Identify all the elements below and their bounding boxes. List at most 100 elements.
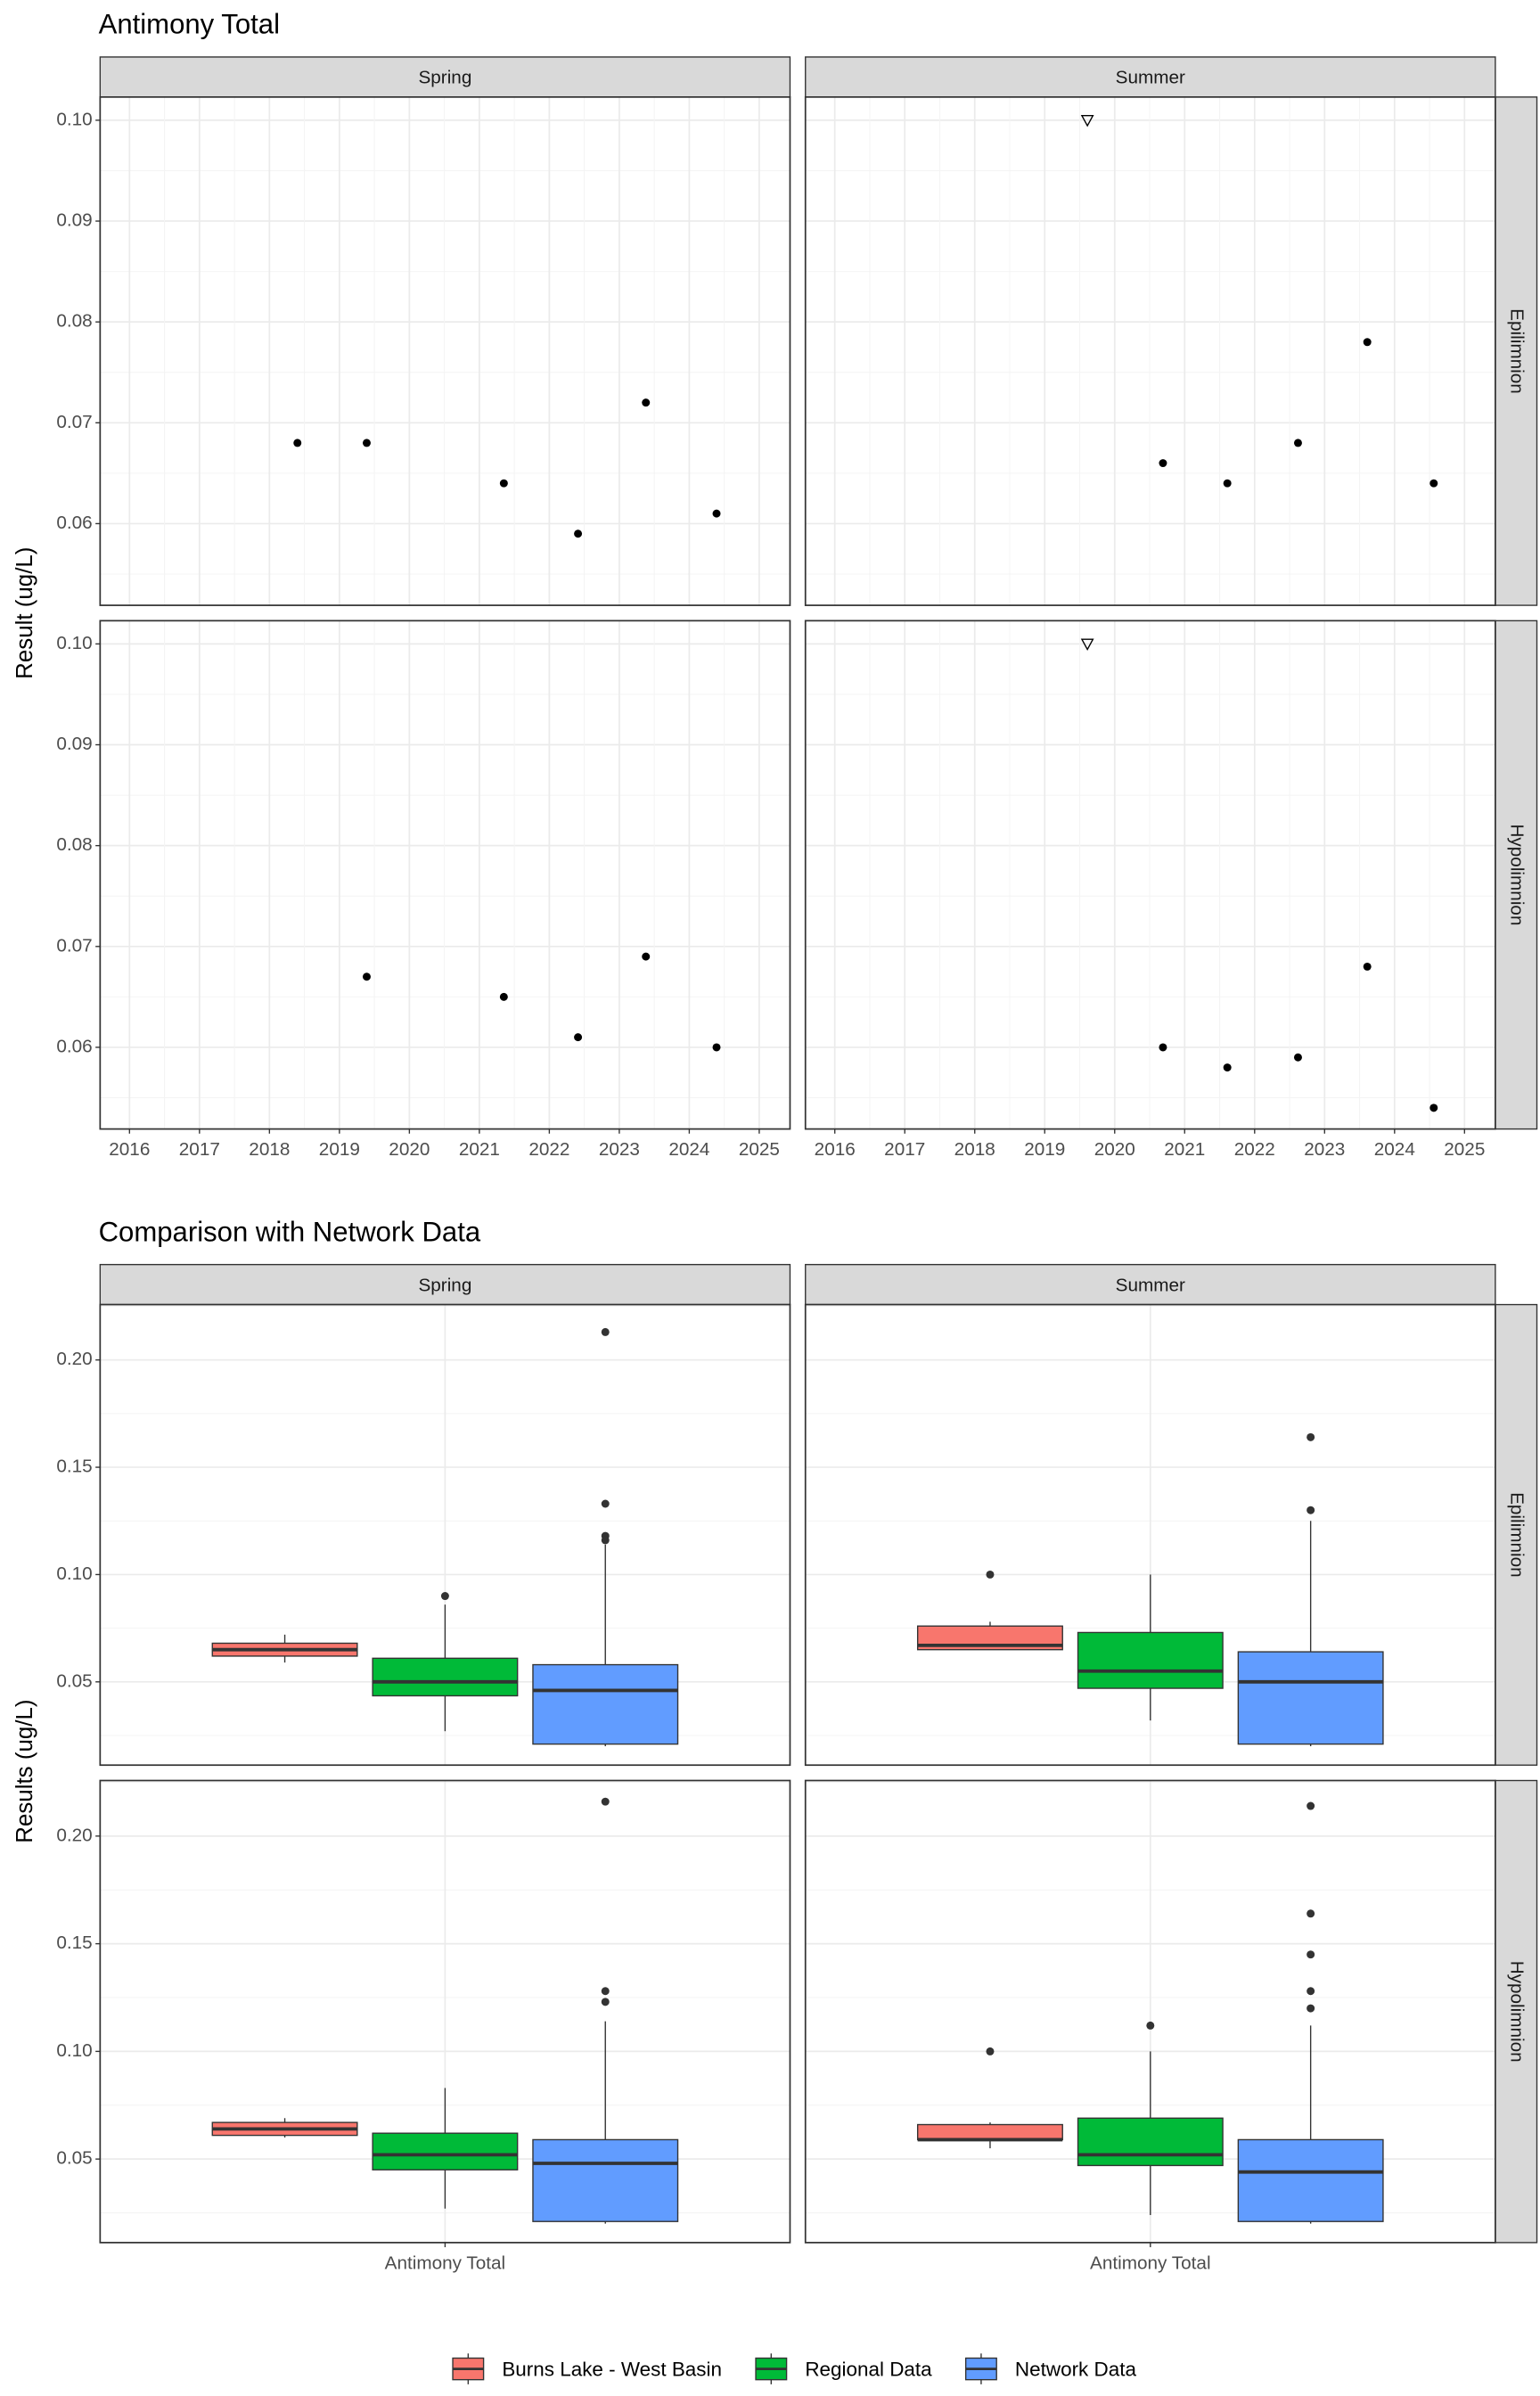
nondetect-point	[1080, 115, 1094, 127]
x-tick-label: 2025	[739, 1139, 780, 1160]
legend-label: Regional Data	[805, 2358, 932, 2380]
point	[1223, 1063, 1232, 1072]
outlier	[601, 1499, 610, 1508]
box	[372, 2132, 519, 2170]
x-tick-label: 2017	[179, 1139, 220, 1160]
x-tick-label: 2019	[1024, 1139, 1065, 1160]
strip	[99, 56, 791, 98]
y-tick-label: 0.15	[56, 1932, 92, 1953]
outlier	[1146, 2021, 1155, 2030]
y-tick-label: 0.10	[56, 633, 92, 653]
x-tick-label: 2022	[1234, 1139, 1275, 1160]
x-tick-label: 2017	[884, 1139, 925, 1160]
x-tick-label: 2023	[1304, 1139, 1345, 1160]
outlier	[986, 2047, 995, 2055]
legend-label: Network Data	[1015, 2358, 1137, 2380]
panel-border	[99, 95, 791, 606]
panel-background	[805, 96, 1495, 606]
box	[1077, 2117, 1224, 2167]
nondetect-point	[1080, 638, 1094, 652]
x-tick-label: 2021	[459, 1139, 500, 1160]
y-tick-label: 0.09	[56, 209, 92, 230]
point	[1363, 962, 1372, 971]
strip-label: Epilimnion	[1507, 308, 1528, 394]
strip-label: Hypolimnion	[1507, 1961, 1528, 2063]
x-tick-label: Antimony Total	[1090, 2253, 1211, 2274]
outlier	[986, 1570, 995, 1579]
y-tick-label: 0.15	[56, 1456, 92, 1477]
x-tick-label: 2020	[1094, 1139, 1135, 1160]
outlier	[601, 1327, 610, 1336]
strip-label: Spring	[418, 68, 471, 88]
y-tick-label: 0.10	[56, 2040, 92, 2061]
point	[1293, 1053, 1302, 1062]
x-tick-label: 2024	[668, 1139, 709, 1160]
x-tick-label: 2016	[109, 1139, 150, 1160]
outlier	[1307, 1987, 1315, 1996]
box	[916, 2123, 1063, 2141]
x-tick-label: 2023	[599, 1139, 640, 1160]
x-tick-label: 2025	[1444, 1139, 1485, 1160]
outlier	[1307, 1801, 1315, 1810]
point	[1223, 479, 1232, 488]
strip	[805, 56, 1496, 98]
chart-title: Comparison with Network Data	[99, 1216, 481, 1247]
outlier	[1307, 1506, 1315, 1514]
outlier	[601, 1536, 610, 1545]
y-tick-label: 0.20	[56, 1349, 92, 1369]
strip-label: Hypolimnion	[1507, 824, 1528, 925]
panel-background	[100, 96, 790, 606]
point	[499, 479, 508, 488]
box	[1237, 2138, 1384, 2222]
box	[532, 1663, 679, 1745]
x-tick-label: 2019	[319, 1139, 360, 1160]
strip-label: Epilimnion	[1507, 1492, 1528, 1578]
outlier	[1307, 1950, 1315, 1959]
y-axis-title: Result (ug/L)	[12, 547, 37, 679]
point	[1429, 479, 1438, 488]
outlier	[601, 1998, 610, 2006]
x-tick-label: 2018	[249, 1139, 290, 1160]
x-tick-label: 2016	[815, 1139, 856, 1160]
point	[712, 509, 721, 518]
panel-border	[99, 1779, 791, 2244]
point	[1429, 1104, 1438, 1112]
outlier	[1307, 1432, 1315, 1441]
point	[1363, 338, 1372, 347]
y-tick-label: 0.20	[56, 1825, 92, 1845]
y-tick-label: 0.10	[56, 1563, 92, 1584]
point	[574, 529, 583, 538]
outlier	[1307, 2004, 1315, 2013]
y-tick-label: 0.05	[56, 2148, 92, 2169]
y-tick-label: 0.07	[56, 412, 92, 432]
point	[499, 992, 508, 1001]
box	[1077, 1631, 1224, 1689]
outlier	[601, 1987, 610, 1996]
panel-border	[804, 1303, 1496, 1767]
y-tick-label: 0.10	[56, 109, 92, 129]
panel-border	[804, 1779, 1496, 2244]
point	[362, 972, 371, 981]
strip	[1495, 96, 1538, 606]
strip-label: Summer	[1116, 1275, 1185, 1295]
point	[1293, 439, 1302, 447]
x-tick-label: 2022	[528, 1139, 569, 1160]
panel-background	[805, 620, 1495, 1129]
y-axis-title: Results (ug/L)	[12, 1700, 37, 1843]
box	[1237, 1651, 1384, 1745]
point	[1159, 1043, 1167, 1052]
legend-label: Burns Lake - West Basin	[502, 2358, 722, 2380]
panel-border	[99, 620, 791, 1130]
box	[372, 1657, 519, 1697]
strip	[1495, 1303, 1538, 1766]
y-tick-label: 0.08	[56, 834, 92, 855]
panel-border	[804, 95, 1496, 606]
strip-label: Spring	[418, 1275, 471, 1295]
x-tick-label: 2020	[389, 1139, 430, 1160]
y-tick-label: 0.05	[56, 1670, 92, 1691]
strip-label: Summer	[1116, 68, 1185, 88]
outlier	[440, 1592, 449, 1601]
point	[712, 1043, 721, 1052]
point	[293, 439, 302, 447]
box	[532, 2138, 679, 2222]
